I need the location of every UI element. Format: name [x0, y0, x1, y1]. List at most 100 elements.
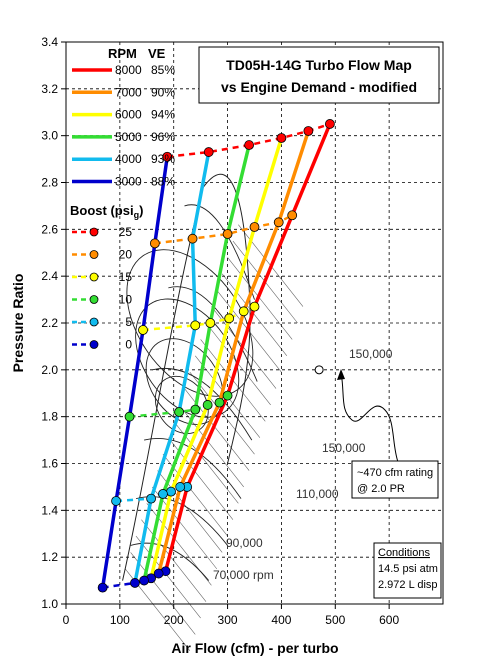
- data-point-5000-25: [244, 140, 255, 150]
- conditions-line-2: 2.972 L disp: [378, 579, 438, 591]
- efficiency-island: [126, 249, 254, 397]
- speed-label-70000: 70,000 rpm: [213, 568, 274, 582]
- legend-boost-marker-20: [89, 250, 99, 259]
- legend-rpm-value: 4000: [115, 152, 142, 166]
- data-point-7000-15: [238, 306, 249, 317]
- speed-label-150000-lower: 150,000: [322, 441, 366, 455]
- data-point-8000-10: [222, 390, 233, 401]
- rating-label-line-2: @ 2.0 PR: [357, 483, 405, 495]
- y-tick-label: 1.2: [41, 550, 58, 564]
- data-point-6000-20: [249, 222, 260, 232]
- x-tick-label: 100: [110, 613, 130, 627]
- rating-box: [351, 460, 439, 499]
- conditions-box: [373, 542, 442, 599]
- speed-label-90000: 90,000: [226, 536, 263, 550]
- y-tick-label: 1.0: [41, 597, 58, 611]
- data-point-7000-20: [273, 217, 284, 228]
- legend-boost-value: 5: [125, 315, 132, 329]
- efficiency-island: [154, 375, 209, 434]
- map-hatch-line: [216, 290, 282, 373]
- data-point-6000-25: [276, 133, 287, 143]
- data-point-7000-0: [153, 568, 164, 579]
- rating-point: [314, 365, 324, 375]
- legend-boost-header: Boost (psig): [70, 203, 143, 220]
- data-point-4000-20: [187, 233, 198, 244]
- x-tick-label: 0: [63, 613, 70, 627]
- rpm-line-8000: [163, 123, 332, 572]
- y-tick-label: 2.0: [41, 363, 58, 377]
- y-tick-label: 3.0: [41, 129, 58, 143]
- x-tick-label: 400: [271, 613, 291, 627]
- legend: RPM VE 8000 85% 7000 90% 6000 94% 5000 96% 4000 93%…: [70, 46, 175, 352]
- legend-ve-header: VE: [148, 46, 166, 61]
- data-point-8000-15: [249, 301, 260, 312]
- y-tick-label: 1.8: [41, 410, 58, 424]
- title-box: [198, 46, 440, 104]
- y-tick-label: 2.4: [41, 269, 58, 283]
- data-point-4000-15: [190, 320, 201, 331]
- legend-boost-marker-15: [89, 272, 99, 282]
- y-tick-label: 2.2: [41, 316, 58, 330]
- map-hatch-line: [227, 257, 293, 340]
- legend-boost-marker-5: [89, 317, 99, 327]
- data-point-3000-5: [111, 496, 121, 506]
- legend-boost-value: 15: [119, 270, 133, 284]
- data-point-4000-25: [203, 147, 214, 157]
- rating-arrow-head: [337, 369, 345, 380]
- rpm-line-7000: [156, 130, 311, 574]
- rating-label-line-1: ~470 cfm rating: [357, 467, 433, 479]
- legend-boost-value: 10: [119, 293, 133, 307]
- rpm-line-3000: [100, 156, 169, 588]
- axis-ticks: 0 100 200 300 400 500 6001.01.21.41.61.82.02.2…: [41, 35, 399, 627]
- y-tick-label: 3.2: [41, 82, 58, 96]
- y-tick-label: 1.4: [41, 503, 58, 517]
- x-tick-label: 300: [218, 613, 238, 627]
- speed-label-110000: 110,000: [296, 487, 339, 501]
- map-envelope: [202, 173, 251, 464]
- efficiency-island: [135, 298, 240, 418]
- legend-rpm-value: 7000: [115, 85, 142, 99]
- legend-boost-marker-0: [89, 340, 99, 349]
- data-point-3000-10: [124, 411, 135, 422]
- data-point-3000-25: [162, 151, 173, 162]
- data-point-7000-10: [214, 397, 225, 408]
- data-point-6000-15: [224, 313, 235, 324]
- legend-ve-value: 94%: [151, 108, 175, 122]
- legend-ve-value: 88%: [151, 175, 175, 189]
- data-point-6000-5: [166, 486, 176, 497]
- legend-rpm-value: 6000: [115, 108, 142, 122]
- data-point-5000-20: [222, 229, 233, 239]
- data-point-7000-5: [175, 482, 186, 492]
- legend-rpm-value: 8000: [115, 63, 142, 77]
- data-point-4000-0: [130, 578, 140, 588]
- x-tick-label: 500: [325, 613, 345, 627]
- rpm-line-4000: [133, 151, 211, 584]
- data-point-4000-10: [174, 407, 185, 417]
- chart-title-line-2: vs Engine Demand - modified: [221, 79, 417, 95]
- speed-line: [143, 438, 242, 499]
- legend-boost-marker-25: [89, 227, 99, 237]
- map-hatch-line: [178, 404, 244, 488]
- data-point-5000-10: [190, 404, 201, 415]
- legend-ve-value: 90%: [151, 85, 175, 99]
- legend-ve-value: 93%: [151, 152, 175, 166]
- map-hatch-line: [130, 552, 196, 635]
- rpm-line-6000: [149, 137, 284, 579]
- y-tick-label: 3.4: [41, 35, 58, 49]
- chart-title-line-1: TD05H-14G Turbo Flow Map: [226, 57, 412, 73]
- legend-ve-value: 85%: [151, 63, 175, 77]
- data-point-6000-10: [202, 400, 213, 410]
- data-point-7000-25: [303, 126, 314, 136]
- boost-line-15: [142, 305, 255, 332]
- data-point-3000-20: [149, 238, 160, 249]
- legend-boost-value: 25: [119, 225, 133, 239]
- rpm-line-5000: [142, 144, 251, 581]
- data-series: [97, 119, 335, 593]
- legend-ve-value: 96%: [151, 130, 175, 144]
- y-tick-label: 2.8: [41, 176, 58, 190]
- data-point-5000-5: [158, 489, 168, 499]
- x-axis-label: Air Flow (cfm) - per turbo: [171, 640, 338, 656]
- speed-line: [152, 368, 253, 441]
- data-point-3000-0: [97, 582, 108, 593]
